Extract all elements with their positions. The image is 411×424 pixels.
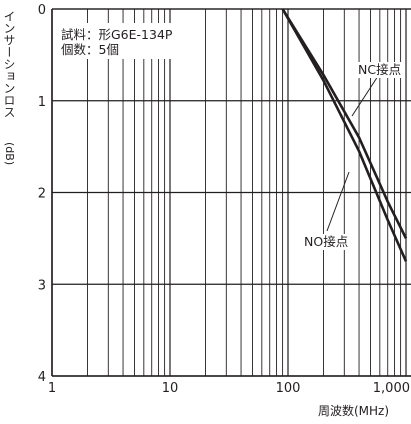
y-tick-label: 4 [38,370,46,385]
y-axis-label: インサーションロス [2,10,16,118]
series-label-nc: NC接点 [357,62,403,78]
count-text: 個数：5個 [61,42,119,57]
x-tick-label: 1 [48,381,56,396]
x-tick-label: 1,000 [373,381,410,396]
series-label-no: NO接点 [303,234,350,250]
series-line-nc [281,8,408,239]
sample-annotation: 試料：形G6E-134P 個数：5個 [58,23,177,59]
grid-lines [51,8,411,377]
no-label-leader [326,171,350,232]
series-line-no [281,8,408,262]
y-tick-label: 2 [38,187,46,202]
nc-label-leader [351,75,379,117]
y-axis-unit: (dB) [3,142,16,166]
y-tick-label: 1 [38,95,46,110]
x-tick-label: 100 [276,381,301,396]
y-tick-label: 3 [38,278,46,293]
x-tick-label: 10 [162,381,179,396]
sample-text: 試料：形G6E-134P [61,27,173,42]
x-axis-label: 周波数(MHz) [318,404,390,418]
series-lines [281,8,408,262]
y-tick-label: 0 [38,3,46,18]
